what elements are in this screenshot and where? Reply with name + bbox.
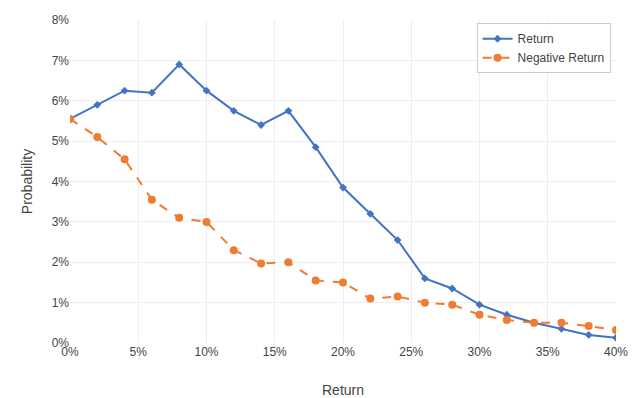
svg-text:0%: 0% [52, 336, 70, 350]
svg-text:40%: 40% [604, 345, 628, 359]
svg-text:0%: 0% [61, 345, 79, 359]
svg-text:10%: 10% [194, 345, 218, 359]
svg-text:Return: Return [518, 32, 554, 46]
svg-text:Return: Return [322, 382, 364, 398]
svg-text:5%: 5% [130, 345, 148, 359]
svg-text:7%: 7% [52, 54, 70, 68]
svg-text:35%: 35% [536, 345, 560, 359]
svg-text:5%: 5% [52, 134, 70, 148]
svg-text:15%: 15% [263, 345, 287, 359]
svg-text:2%: 2% [52, 255, 70, 269]
svg-text:20%: 20% [331, 345, 355, 359]
svg-text:30%: 30% [467, 345, 491, 359]
svg-text:Negative Return: Negative Return [518, 51, 605, 65]
svg-text:4%: 4% [52, 175, 70, 189]
svg-text:25%: 25% [399, 345, 423, 359]
svg-text:1%: 1% [52, 296, 70, 310]
svg-text:6%: 6% [52, 94, 70, 108]
svg-text:8%: 8% [52, 13, 70, 27]
svg-text:Probability: Probability [19, 149, 35, 214]
svg-text:3%: 3% [52, 215, 70, 229]
